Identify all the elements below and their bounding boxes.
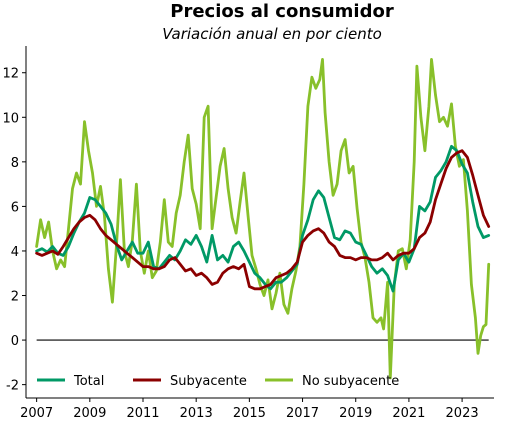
x-tick-label: 2015 [233,406,266,421]
legend-label: Total [73,374,104,389]
x-tick-label: 2017 [286,406,319,421]
y-tick-label: 0 [11,334,19,349]
legend-label: No subyacente [302,374,399,389]
y-tick-label: 4 [11,245,19,260]
series-group [35,58,491,380]
y-tick-label: 6 [11,200,19,215]
y-tick-label: 12 [2,67,19,82]
x-tick-label: 2023 [446,406,479,421]
x-tick-label: 2011 [126,406,159,421]
series-line-subyacente [35,149,491,291]
x-tick-label: 2019 [339,406,372,421]
legend-label: Subyacente [170,374,247,389]
series-line-no-subyacente [35,58,491,380]
axes: -2 0 2 4 6 8 10 12 2007 2009 2011 2013 2015 2017 2019 2… [2,46,494,421]
y-tick-label: 2 [11,290,19,305]
chart-subtitle: Variación anual en por ciento [162,25,382,43]
x-tick-label: 2007 [20,406,53,421]
chart-title: Precios al consumidor [170,1,394,22]
legend: Total Subyacente No subyacente [37,374,399,389]
y-tick-label: 10 [2,111,19,126]
x-tick-label: 2021 [392,406,425,421]
y-tick-label: -2 [6,379,19,394]
y-tick-label: 8 [11,156,19,171]
x-tick-label: 2009 [73,406,106,421]
x-tick-label: 2013 [180,406,213,421]
